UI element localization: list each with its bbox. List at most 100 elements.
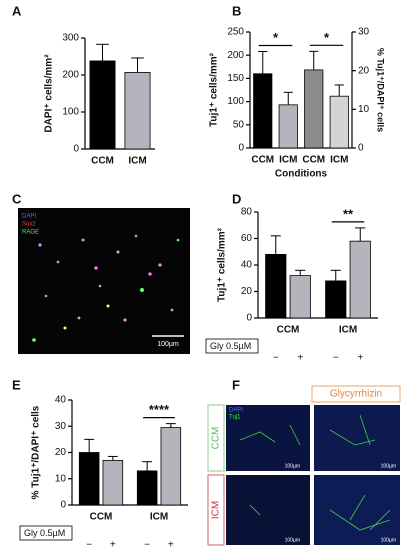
micrograph — [226, 475, 310, 545]
bar — [160, 427, 182, 506]
legend-label: DAPI — [229, 408, 243, 414]
y-tick-label: 100 — [62, 107, 79, 118]
row-label: ICM — [211, 501, 222, 519]
x-tick-label: ICM — [339, 325, 357, 336]
y-tick-label: 50 — [233, 119, 245, 130]
x-tick-label: CCM — [251, 155, 274, 166]
x-tick-label: ICM — [330, 155, 348, 166]
treatment-label: Gly 0.5µM — [24, 528, 65, 538]
bar — [349, 240, 371, 319]
treatment-level: + — [357, 353, 363, 364]
y-tick-label: 200 — [227, 50, 244, 61]
y-axis-label: Tuj1⁺ cells/mm² — [217, 227, 228, 302]
significance-label: * — [324, 30, 330, 45]
micrograph — [226, 405, 310, 471]
bar — [124, 72, 151, 150]
scale-label: 100µm — [381, 463, 396, 469]
row-label: CCM — [211, 427, 222, 450]
panel-letter: E — [12, 377, 21, 392]
bar — [289, 275, 311, 319]
header: Glycyrrhizin — [330, 389, 382, 400]
legend-label: Sox2 — [22, 222, 36, 228]
significance-label: ** — [343, 206, 354, 221]
panel-letter: D — [232, 191, 241, 206]
treatment-box — [205, 338, 259, 354]
y-tick-label: 10 — [55, 473, 67, 484]
treatment-level: − — [333, 353, 339, 364]
legend-label: RAGE — [22, 230, 39, 236]
y2-tick-label: 0 — [358, 143, 364, 154]
y-tick-label: 300 — [62, 33, 79, 44]
x-tick-label: ICM — [150, 512, 168, 523]
bar — [278, 104, 298, 149]
x-tick-label: CCM — [90, 512, 113, 523]
bar — [102, 459, 124, 506]
micrograph — [18, 208, 190, 354]
bar — [265, 253, 287, 319]
y-tick-label: 0 — [246, 313, 252, 324]
bar — [329, 95, 349, 149]
treatment-level: + — [168, 540, 174, 550]
scale-label: 100µm — [157, 341, 179, 348]
treatment-box — [19, 525, 73, 541]
y2-tick-label: 10 — [358, 104, 370, 115]
y-tick-label: 0 — [60, 500, 66, 511]
x-tick-label: CCM — [302, 155, 325, 166]
y-tick-label: 200 — [62, 70, 79, 81]
panel-letter: B — [232, 3, 241, 18]
y2-axis-label: % Tuj1⁺/DAPI⁺ cells — [376, 48, 386, 132]
neurites — [239, 414, 391, 531]
y-tick-label: 0 — [73, 144, 79, 155]
scale-label: 100µm — [381, 537, 396, 543]
y-tick-label: 250 — [227, 27, 244, 38]
row-box — [207, 404, 225, 472]
y-tick-label: 40 — [241, 260, 253, 271]
panel-letter: C — [12, 191, 22, 206]
treatment-label: Gly 0.5µM — [210, 341, 251, 351]
x-tick-label: ICM — [279, 155, 297, 166]
treatment-level: − — [273, 353, 279, 364]
bar — [78, 452, 100, 506]
treatment-level: − — [86, 540, 92, 550]
bar — [136, 470, 158, 506]
scale-label: 100µm — [285, 463, 300, 469]
bar — [89, 60, 116, 150]
y-axis-label: DAPI⁺ cells/mm² — [44, 54, 55, 133]
legend-label: DAPI — [22, 214, 36, 220]
treatment-level: − — [144, 540, 150, 550]
y2-tick-label: 20 — [358, 65, 370, 76]
bar — [253, 73, 273, 149]
y-tick-label: 40 — [55, 395, 67, 406]
bar — [304, 69, 324, 149]
y-tick-label: 100 — [227, 96, 244, 107]
significance-label: * — [273, 30, 279, 45]
y-tick-label: 0 — [238, 143, 244, 154]
header-box — [311, 385, 401, 403]
y2-tick-label: 30 — [358, 27, 370, 38]
treatment-level: + — [110, 540, 116, 550]
treatment-level: + — [297, 353, 303, 364]
y-tick-label: 80 — [241, 207, 253, 218]
micrograph — [314, 475, 400, 545]
y-tick-label: 20 — [241, 286, 253, 297]
x-tick-label: ICM — [128, 156, 146, 167]
scale-label: 100µm — [285, 537, 300, 543]
row-box — [207, 474, 225, 546]
legend-label: Tuj1 — [229, 415, 241, 421]
bar — [325, 280, 347, 319]
y-axis-label: % Tuj1⁺/DAPI⁺ cells — [31, 405, 42, 499]
panel-letter: A — [12, 3, 22, 18]
panel-letter: F — [232, 377, 240, 392]
x-tick-label: CCM — [277, 325, 300, 336]
y-tick-label: 150 — [227, 73, 244, 84]
y-tick-label: 20 — [55, 447, 67, 458]
x-tick-label: CCM — [91, 156, 114, 167]
x-axis-label: Conditions — [275, 169, 328, 180]
y-tick-label: 30 — [55, 421, 67, 432]
y-axis-label: Tuj1⁺ cells/mm² — [209, 52, 220, 127]
y-tick-label: 60 — [241, 233, 253, 244]
cell-dots — [32, 234, 180, 342]
micrograph — [314, 405, 400, 471]
significance-label: **** — [149, 402, 170, 417]
